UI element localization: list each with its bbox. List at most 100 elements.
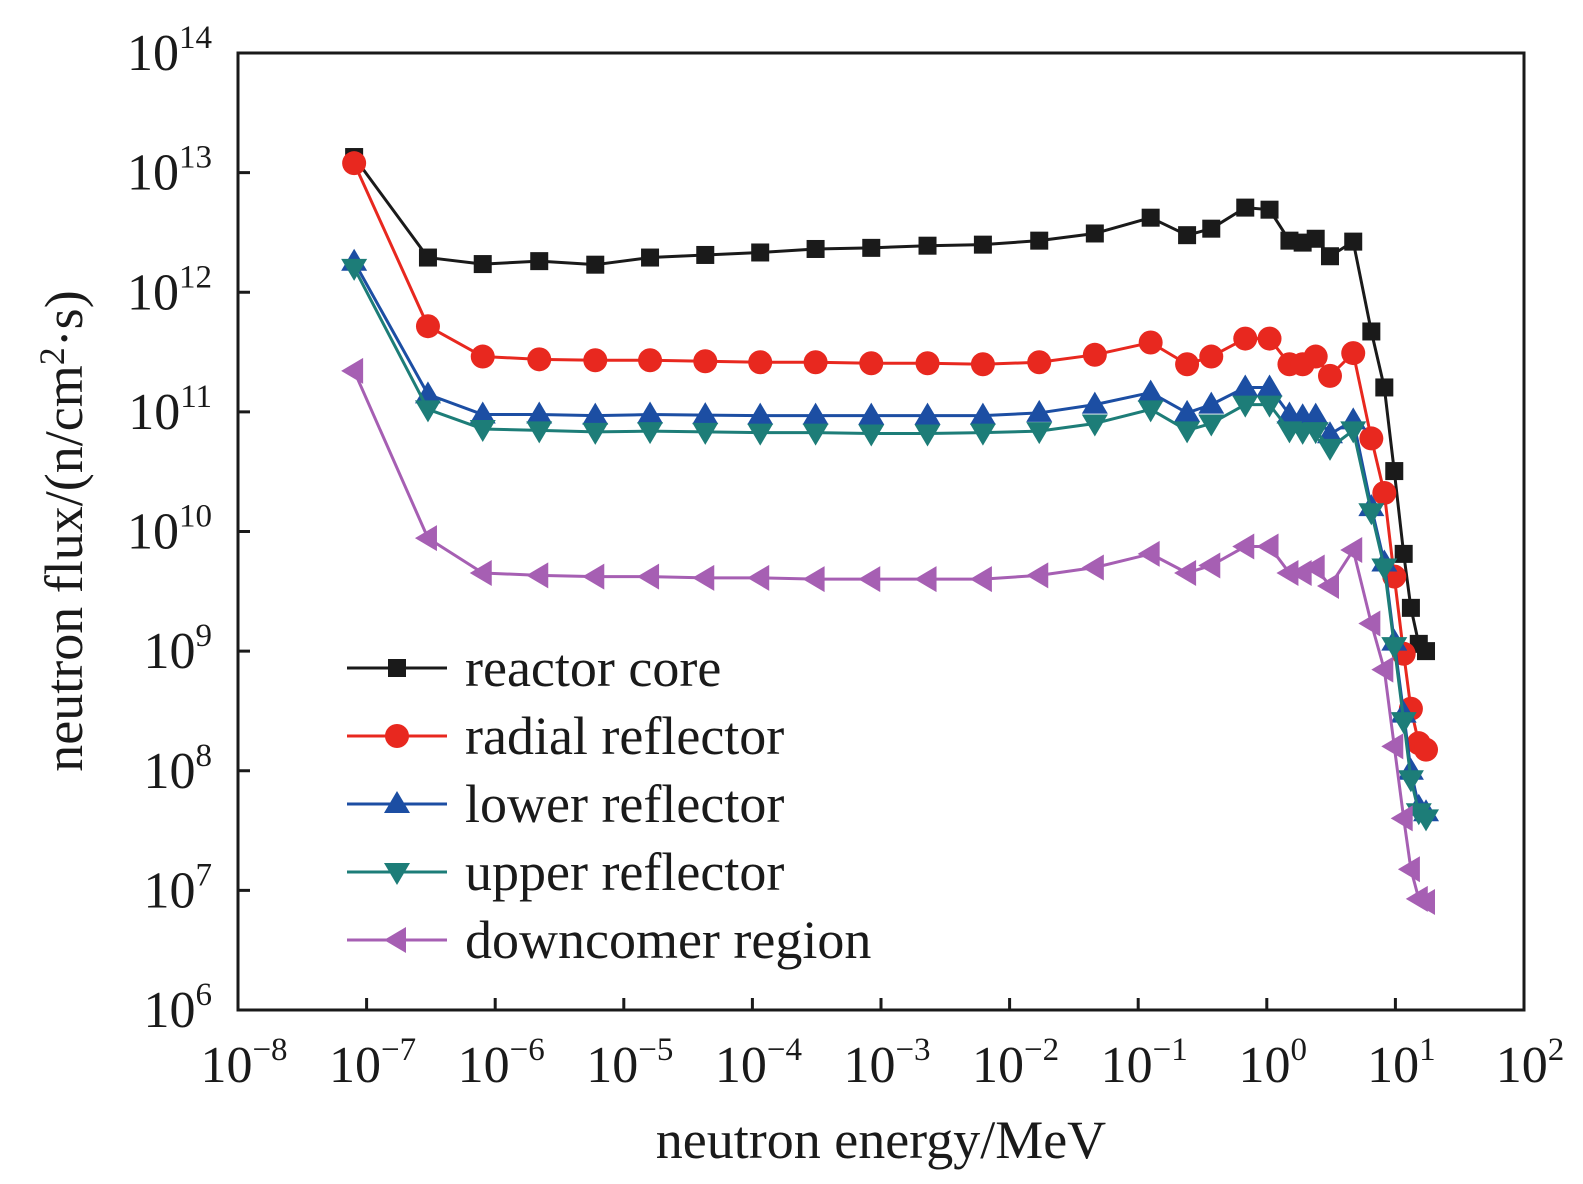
data-point bbox=[1362, 322, 1381, 341]
data-point bbox=[1302, 422, 1329, 445]
data-point bbox=[1358, 610, 1381, 637]
data-point bbox=[1174, 399, 1201, 422]
data-point bbox=[802, 402, 829, 425]
x-axis-title: neutron energy/MeV bbox=[656, 1110, 1106, 1170]
legend-marker bbox=[384, 927, 406, 953]
data-point bbox=[1413, 888, 1436, 915]
data-point bbox=[1372, 480, 1397, 505]
data-point bbox=[1341, 341, 1366, 366]
data-point bbox=[1390, 712, 1417, 735]
data-point bbox=[1414, 737, 1439, 762]
legend-marker bbox=[385, 724, 409, 748]
data-point bbox=[973, 235, 992, 254]
y-tick-exponent: 11 bbox=[180, 379, 212, 415]
data-point bbox=[1344, 232, 1363, 251]
data-point bbox=[582, 402, 609, 425]
data-point bbox=[586, 255, 605, 274]
data-point bbox=[696, 245, 715, 264]
y-tick-label: 106 bbox=[144, 977, 213, 1039]
data-point bbox=[747, 423, 774, 446]
data-point bbox=[1232, 533, 1255, 560]
data-point bbox=[751, 243, 770, 262]
data-point bbox=[582, 563, 605, 590]
x-tick-base: 10 bbox=[329, 1037, 381, 1094]
data-point bbox=[1030, 231, 1049, 250]
data-point bbox=[1081, 391, 1108, 414]
x-tick-label: 10−4 bbox=[715, 1032, 802, 1094]
data-point bbox=[969, 423, 996, 446]
legend-label: upper reflector bbox=[465, 842, 784, 902]
legend-marker bbox=[384, 863, 410, 885]
data-point bbox=[469, 401, 496, 424]
data-point bbox=[1317, 363, 1342, 388]
data-point bbox=[1381, 733, 1404, 760]
legend: reactor core radial reflector lower reflec… bbox=[347, 638, 871, 970]
y-tick-base: 10 bbox=[128, 384, 180, 441]
data-point bbox=[918, 236, 937, 255]
data-point bbox=[1081, 414, 1108, 437]
data-point bbox=[1138, 330, 1163, 355]
y-tick-label: 107 bbox=[144, 857, 213, 919]
data-point bbox=[748, 350, 773, 375]
data-point bbox=[473, 255, 492, 274]
x-tick-base: 10 bbox=[586, 1037, 638, 1094]
data-point bbox=[747, 564, 770, 591]
legend-marker bbox=[384, 791, 410, 813]
series-upper-reflector bbox=[341, 258, 1440, 832]
tick-marks bbox=[236, 51, 1526, 1012]
x-tick-exponent: −7 bbox=[381, 1032, 416, 1068]
x-tick-base: 10 bbox=[1367, 1037, 1419, 1094]
legend-item: upper reflector bbox=[347, 842, 784, 902]
y-tick-base: 10 bbox=[127, 504, 179, 561]
data-point bbox=[583, 348, 608, 373]
x-tick-labels: 10−8 10−7 10−6 10−5 10−4 10−3 10−2 10−1 100 101 10… bbox=[200, 1032, 1564, 1094]
y-tick-exponent: 12 bbox=[179, 259, 212, 295]
y-tick-exponent: 7 bbox=[196, 857, 213, 893]
y-tick-label: 109 bbox=[144, 618, 213, 680]
data-point bbox=[1316, 438, 1343, 461]
data-point bbox=[858, 402, 885, 425]
x-tick-label: 10−2 bbox=[972, 1032, 1059, 1094]
y-axis-title-text: neutron flux/(n/cm bbox=[34, 365, 94, 771]
data-point bbox=[1236, 198, 1255, 217]
x-tick-exponent: −8 bbox=[252, 1032, 287, 1068]
data-point bbox=[1371, 558, 1398, 581]
y-tick-base: 10 bbox=[127, 25, 179, 82]
x-tick-base: 10 bbox=[843, 1037, 895, 1094]
data-point bbox=[341, 258, 368, 281]
x-tick-exponent: −3 bbox=[895, 1032, 930, 1068]
x-tick-label: 10−6 bbox=[458, 1032, 545, 1094]
data-point bbox=[637, 401, 664, 424]
data-point bbox=[915, 351, 940, 376]
x-tick-base: 10 bbox=[715, 1037, 767, 1094]
data-point bbox=[806, 239, 825, 258]
y-tick-label: 1010 bbox=[127, 499, 212, 561]
data-point bbox=[414, 400, 441, 423]
data-point bbox=[1137, 540, 1160, 567]
data-point bbox=[526, 401, 553, 424]
data-point bbox=[1178, 226, 1197, 245]
y-tick-label: 1012 bbox=[127, 259, 212, 321]
series-downcomer-region bbox=[341, 357, 1436, 915]
y-axis-title-superscript: 2 bbox=[32, 347, 72, 365]
x-tick-exponent: 0 bbox=[1291, 1032, 1308, 1068]
data-point bbox=[637, 422, 664, 445]
data-point bbox=[862, 238, 881, 257]
x-tick-exponent: −1 bbox=[1153, 1032, 1188, 1068]
y-tick-exponent: 10 bbox=[179, 499, 212, 535]
data-point bbox=[1306, 229, 1325, 248]
data-point bbox=[914, 424, 941, 447]
series-layer bbox=[341, 148, 1440, 915]
y-tick-base: 10 bbox=[144, 743, 196, 800]
data-point bbox=[1027, 350, 1052, 375]
data-point bbox=[342, 151, 367, 176]
x-tick-exponent: −4 bbox=[767, 1032, 802, 1068]
data-point bbox=[1175, 352, 1200, 377]
data-point bbox=[1397, 770, 1424, 793]
data-point bbox=[1375, 378, 1394, 397]
data-point bbox=[582, 422, 609, 445]
data-point bbox=[418, 248, 437, 267]
data-point bbox=[1085, 224, 1104, 243]
data-point bbox=[692, 564, 715, 591]
